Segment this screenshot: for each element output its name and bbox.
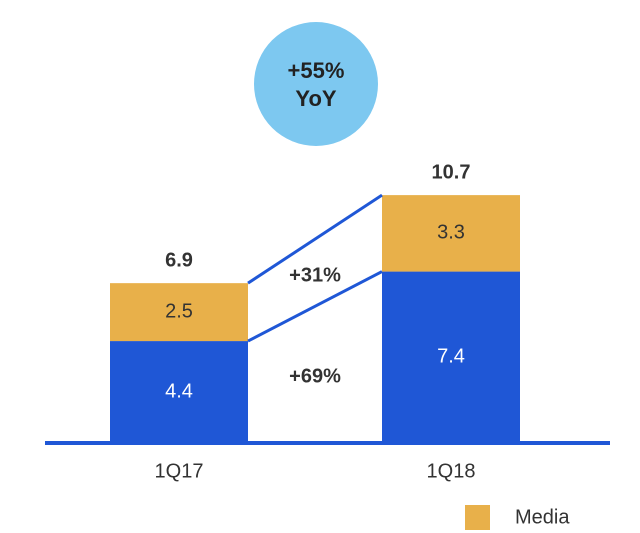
connector-line <box>247 193 383 285</box>
x-tick-label: 1Q18 <box>427 460 476 482</box>
segment-label: 2.5 <box>165 300 193 322</box>
base-growth: +69% <box>289 365 341 387</box>
bar-segment <box>110 283 248 342</box>
segment-label: 3.3 <box>437 222 465 244</box>
bar-segment <box>110 341 248 443</box>
total-label: 10.7 <box>432 161 471 183</box>
bar-segment <box>382 195 520 272</box>
segment-label: 7.4 <box>437 346 465 368</box>
legend-label: Media <box>515 506 570 528</box>
legend-swatch <box>465 505 490 530</box>
yoy-value: +55% <box>288 58 345 83</box>
bar-segment <box>382 271 520 443</box>
segment-label: 4.4 <box>165 380 193 402</box>
yoy-label: YoY <box>295 86 336 111</box>
media-growth: +31% <box>289 264 341 286</box>
x-tick-label: 1Q17 <box>155 460 204 482</box>
connector-line <box>247 270 383 343</box>
total-label: 6.9 <box>165 249 193 271</box>
yoy-badge <box>254 22 378 146</box>
